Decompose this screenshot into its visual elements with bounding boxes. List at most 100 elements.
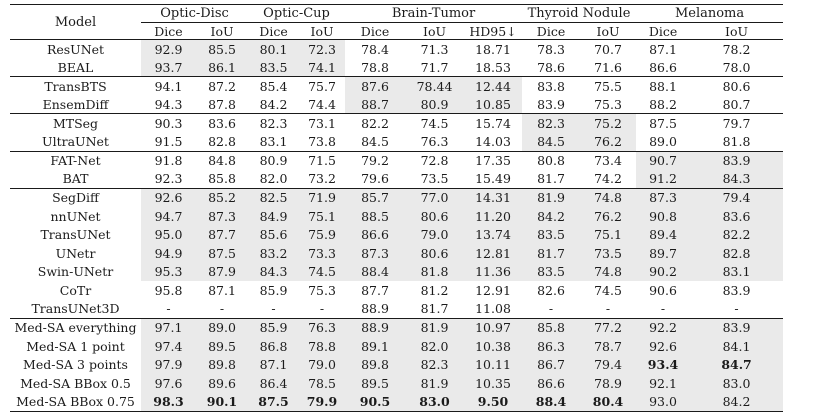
value-cell: 82.3: [405, 355, 465, 375]
value-cell: 82.6: [537, 283, 565, 299]
value-cell: 97.1: [141, 318, 196, 337]
value-cell: -: [734, 301, 739, 317]
model-cell: Swin-UNetr: [37, 264, 114, 280]
model-cell: BEAL: [57, 59, 94, 75]
value-cell: 72.8: [420, 153, 449, 169]
value-cell: 81.9: [405, 374, 465, 393]
value-cell: 75.3: [594, 96, 622, 112]
value-cell: 79.9: [299, 392, 346, 412]
value-cell: 75.1: [299, 206, 346, 226]
value-cell: 87.1: [649, 41, 677, 57]
value-cell: 83.9: [722, 283, 751, 299]
value-cell: 88.7: [345, 95, 406, 114]
table-row: nnUNet 94.7 87.3 84.9 75.1 88.5 80.6 11.20 84.2 7…: [10, 206, 784, 226]
value-cell: 88.9: [361, 301, 389, 317]
col-subheader: Dice: [259, 23, 288, 39]
value-cell: 90.5: [345, 392, 406, 412]
value-cell: 84.9: [248, 206, 300, 226]
paper-table-page: Model Optic-Disc Optic-Cup Brain-Tumor Thyro…: [0, 4, 815, 420]
value-cell: 90.6: [649, 283, 677, 299]
value-cell: 77.0: [405, 188, 465, 207]
value-cell: 9.50: [464, 392, 523, 412]
value-cell: 83.6: [690, 206, 784, 226]
value-cell: 89.5: [345, 374, 406, 393]
value-cell: 79.4: [690, 188, 784, 207]
table-body: ResUNet 92.9 85.5 80.1 72.3 78.4 71.3 18.71 78.3…: [10, 39, 784, 412]
model-cell: nnUNet: [50, 208, 101, 224]
value-cell: 75.2: [580, 113, 637, 133]
value-cell: 84.7: [690, 355, 784, 375]
value-cell: 84.5: [361, 134, 389, 150]
value-cell: 11.20: [464, 206, 523, 226]
value-cell: 79.4: [580, 355, 637, 375]
value-cell: 78.8: [299, 337, 346, 356]
value-cell: 87.3: [636, 188, 691, 207]
table-row: ResUNet 92.9 85.5 80.1 72.3 78.4 71.3 18.71 78.3…: [10, 39, 783, 59]
value-cell: 74.5: [299, 262, 346, 282]
value-cell: 14.03: [475, 134, 511, 150]
model-cell: Med-SA everything: [14, 320, 137, 336]
value-cell: 80.9: [259, 153, 288, 169]
value-cell: 89.5: [196, 337, 249, 356]
value-cell: 95.3: [141, 262, 196, 282]
value-cell: 83.9: [537, 96, 565, 112]
value-cell: 78.44: [405, 76, 465, 96]
value-cell: 79.2: [361, 153, 389, 169]
value-cell: 76.3: [299, 318, 346, 337]
value-cell: 78.3: [537, 41, 565, 57]
value-cell: 87.5: [649, 115, 677, 131]
table-row: FAT-Net 91.8 84.8 80.9 71.5 79.2 72.8 17.35 80.8…: [10, 151, 784, 170]
value-cell: 93.4: [636, 355, 691, 375]
table-row: Med-SA 1 point 97.4 89.5 86.8 78.8 89.1 82.0 10…: [10, 337, 784, 356]
value-cell: 75.1: [580, 225, 637, 245]
value-cell: 78.9: [580, 374, 637, 393]
value-cell: 88.4: [522, 392, 581, 412]
value-cell: 86.6: [649, 59, 677, 75]
value-cell: 79.6: [361, 171, 389, 187]
value-cell: 81.8: [722, 134, 751, 150]
table-row: Med-SA everything 97.1 89.0 85.9 76.3 88.9 81.…: [10, 318, 784, 337]
model-cell: Med-SA BBox 0.5: [20, 375, 131, 391]
model-cell: TransBTS: [44, 78, 107, 94]
value-cell: 85.8: [208, 171, 236, 187]
value-cell: 83.9: [690, 318, 784, 337]
value-cell: 12.91: [475, 283, 511, 299]
model-cell: Med-SA 3 points: [23, 357, 128, 373]
model-cell: Med-SA BBox 0.75: [16, 394, 135, 410]
value-cell: -: [219, 301, 225, 317]
value-cell: 75.7: [308, 78, 336, 94]
value-cell: 18.53: [475, 59, 511, 75]
value-cell: 73.5: [420, 171, 449, 187]
table-row: TransBTS 94.1 87.2 85.4 75.7 87.6 78.44 12.44 83…: [10, 76, 783, 96]
value-cell: 89.8: [345, 355, 406, 375]
value-cell: 81.2: [420, 283, 449, 299]
table-row: TransUNet3D - - - - 88.9 81.7 11.08 - - - -: [10, 300, 784, 319]
value-cell: 93.0: [636, 392, 691, 412]
value-cell: 94.7: [141, 206, 196, 226]
value-cell: 97.4: [141, 337, 196, 356]
col-subheader: HD95↓: [469, 23, 517, 39]
value-cell: 87.7: [361, 283, 389, 299]
value-cell: 92.3: [154, 171, 183, 187]
value-cell: 88.9: [345, 318, 406, 337]
value-cell: 10.38: [464, 337, 523, 356]
value-cell: 80.6: [405, 206, 465, 226]
value-cell: 91.2: [636, 169, 691, 189]
model-cell: BAT: [62, 171, 89, 187]
value-cell: 86.8: [248, 337, 300, 356]
value-cell: 73.8: [308, 134, 336, 150]
col-group-header: Thyroid Nodule: [522, 4, 637, 23]
model-cell: TransUNet3D: [31, 301, 120, 317]
table-row: Med-SA BBox 0.5 97.6 89.6 86.4 78.5 89.5 81.9 1…: [10, 374, 784, 393]
value-cell: 73.3: [299, 244, 346, 263]
value-cell: 83.5: [248, 58, 300, 77]
value-cell: 71.6: [594, 59, 622, 75]
value-cell: 73.4: [594, 153, 622, 169]
value-cell: 82.5: [248, 188, 300, 207]
value-cell: 86.1: [196, 58, 249, 77]
value-cell: 77.2: [580, 318, 637, 337]
value-cell: 83.9: [690, 151, 784, 170]
model-cell: FAT-Net: [50, 153, 101, 169]
value-cell: 89.0: [196, 318, 249, 337]
value-cell: 81.7: [522, 244, 581, 263]
